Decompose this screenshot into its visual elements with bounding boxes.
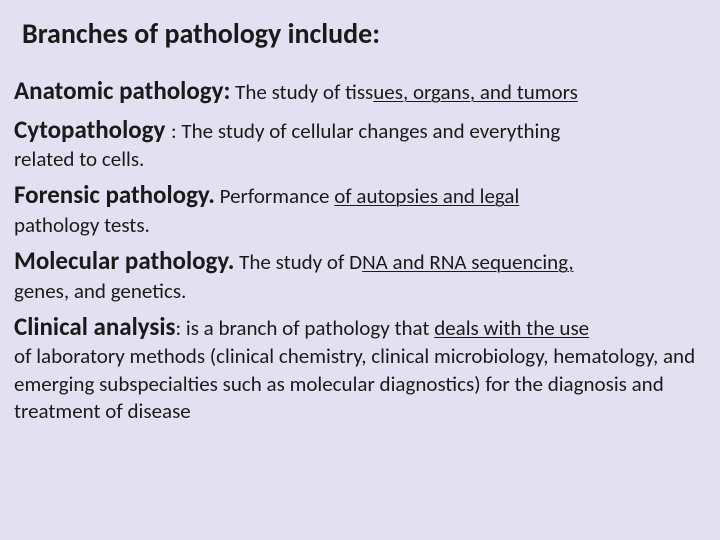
def-cytopathology-cont: related to cells. [14, 146, 702, 173]
term-anatomic: Anatomic pathology: [14, 75, 230, 106]
def-anatomic-underlined: ues, organs, and tumors [373, 79, 578, 105]
entry-anatomic: Anatomic pathology: The study of tissues… [14, 75, 702, 108]
def-clinical-lead: : is a branch of pathology that [176, 315, 435, 341]
def-forensic-lead: Performance [215, 183, 334, 209]
slide: Branches of pathology include: Anatomic … [0, 0, 720, 540]
term-forensic: Forensic pathology. [14, 179, 215, 210]
def-forensic-underlined: of autopsies and legal [334, 183, 519, 209]
entry-cytopathology: Cytopathology : The study of cellular ch… [14, 114, 702, 174]
term-cytopathology: Cytopathology [14, 114, 171, 145]
def-molecular-underlined: NA and RNA sequencing, [362, 249, 574, 275]
def-molecular-lead: The study of D [234, 249, 362, 275]
term-molecular: Molecular pathology. [14, 245, 234, 276]
term-clinical: Clinical analysis [14, 311, 176, 342]
def-anatomic-lead: The study of tiss [230, 79, 373, 105]
def-clinical-cont: of laboratory methods (clinical chemistr… [14, 343, 702, 425]
def-molecular-cont: genes, and genetics. [14, 278, 702, 305]
entry-forensic: Forensic pathology. Performance of autop… [14, 179, 702, 239]
def-forensic-cont: pathology tests. [14, 212, 702, 239]
entry-clinical: Clinical analysis: is a branch of pathol… [14, 311, 702, 425]
def-cytopathology-lead: : The study of cellular changes and ever… [171, 118, 560, 144]
slide-title: Branches of pathology include: [22, 16, 702, 51]
def-clinical-underlined: deals with the use [434, 315, 589, 341]
entry-molecular: Molecular pathology. The study of DNA an… [14, 245, 702, 305]
